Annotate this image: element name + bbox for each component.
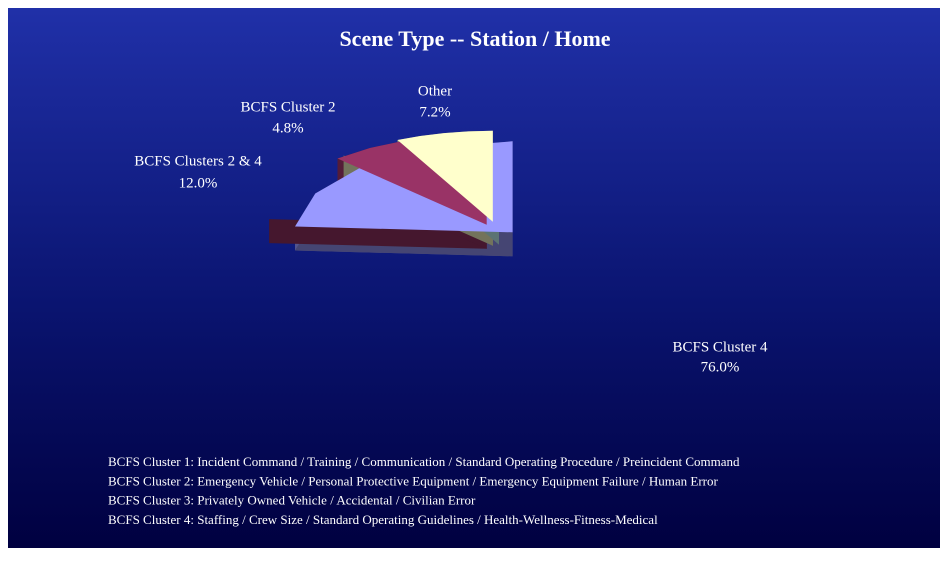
legend-note: BCFS Cluster 1: Incident Command / Train… (108, 454, 740, 469)
chart-title: Scene Type -- Station / Home (339, 26, 610, 51)
legend-note: BCFS Cluster 2: Emergency Vehicle / Pers… (108, 473, 718, 488)
slice-label: BCFS Cluster 4 (672, 339, 768, 355)
slice-label: Other (418, 83, 452, 99)
slice-value-label: 12.0% (179, 175, 218, 191)
slice-label: BCFS Clusters 2 & 4 (134, 153, 262, 169)
slice-value-label: 76.0% (701, 359, 740, 375)
chart-background (8, 8, 940, 548)
slice-value-label: 4.8% (272, 120, 303, 136)
slice-label: BCFS Cluster 2 (240, 99, 335, 115)
legend-note: BCFS Cluster 4: Staffing / Crew Size / S… (108, 512, 658, 527)
pie-slice (397, 130, 493, 222)
slice-value-label: 7.2% (419, 104, 450, 120)
legend-note: BCFS Cluster 3: Privately Owned Vehicle … (108, 493, 476, 508)
pie-slices (295, 130, 513, 233)
